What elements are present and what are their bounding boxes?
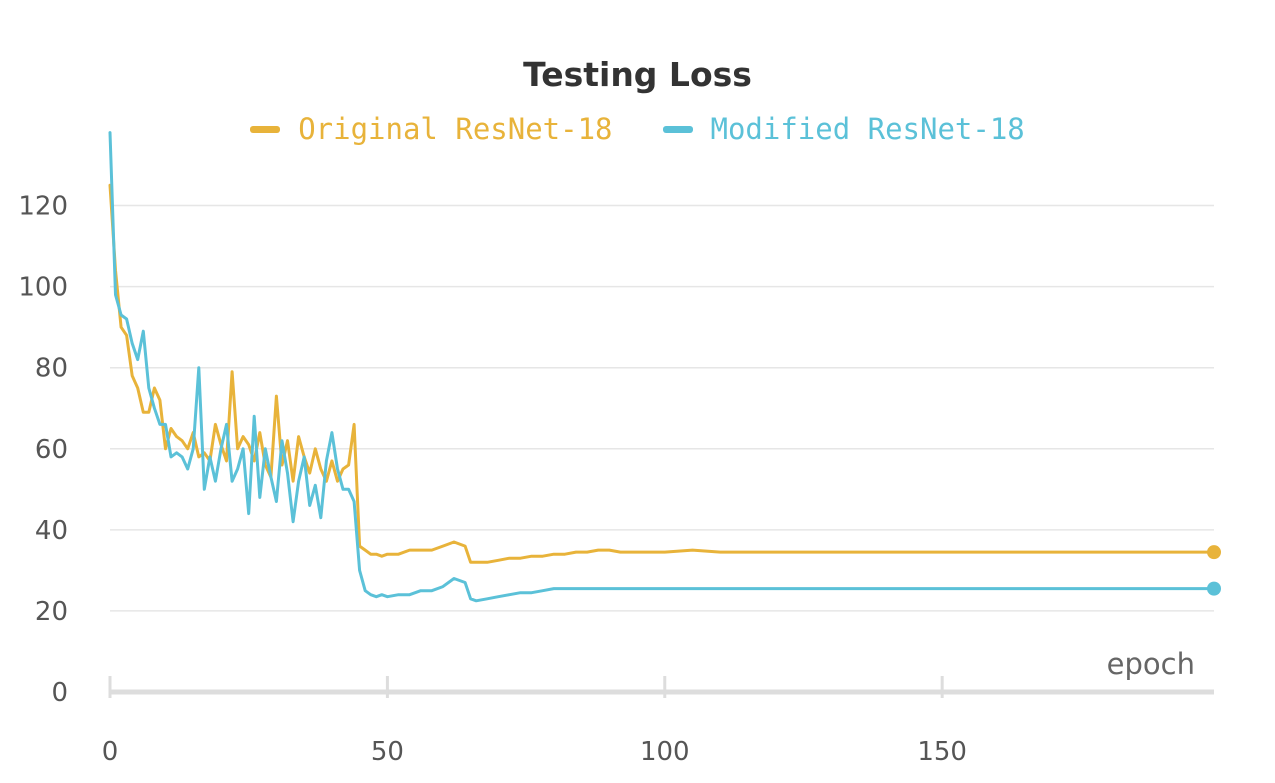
series-end-marker-1 [1207, 581, 1221, 596]
series-line-1 [108, 131, 1216, 603]
x-tick-label-150: 150 [917, 737, 967, 767]
y-tick-label-60: 60 [35, 435, 68, 465]
x-axis-label: epoch [1107, 647, 1195, 681]
legend-item-original[interactable]: Original ResNet-18 [250, 112, 613, 146]
x-tick-label-0: 0 [102, 737, 119, 767]
tick-labels: 0 20 40 60 80 100 120 0 50 100 150 epoch [18, 192, 1195, 767]
series-end-marker-0 [1207, 545, 1221, 560]
series-lines [108, 131, 1221, 603]
y-tick-label-0: 0 [51, 678, 68, 708]
legend-swatch-modified [662, 125, 693, 133]
y-tick-label-120: 120 [18, 192, 68, 222]
x-tick-label-50: 50 [371, 737, 404, 767]
x-tick-label-100: 100 [640, 737, 690, 767]
y-tick-label-80: 80 [35, 354, 68, 384]
legend-swatch-original [250, 125, 281, 133]
legend-label-original: Original ResNet-18 [298, 112, 613, 146]
y-tick-label-40: 40 [35, 516, 68, 546]
chart-title: Testing Loss [523, 55, 752, 94]
x-axis [108, 676, 1214, 698]
y-tick-label-20: 20 [35, 597, 68, 627]
legend-item-modified[interactable]: Modified ResNet-18 [662, 112, 1025, 146]
legend: Original ResNet-18 Modified ResNet-18 [0, 112, 1275, 146]
y-tick-label-100: 100 [18, 273, 68, 303]
series-line-0 [108, 183, 1216, 564]
legend-label-modified: Modified ResNet-18 [710, 112, 1025, 146]
grid [110, 204, 1214, 612]
